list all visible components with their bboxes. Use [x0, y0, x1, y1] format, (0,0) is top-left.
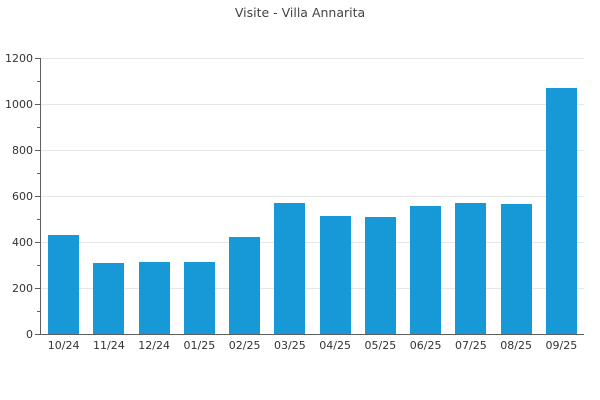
bar-10-24[interactable]: [48, 235, 80, 334]
x-tick-label: 11/24: [93, 339, 125, 352]
y-tick-label: 200: [12, 281, 33, 295]
x-tick-label: 06/25: [409, 339, 442, 352]
y-tick-label: 1000: [5, 97, 33, 111]
y-axis-major-tick: [35, 57, 40, 59]
y-axis-minor-tick: [37, 310, 40, 312]
y-axis-major-tick: [35, 241, 40, 243]
bar-02-25[interactable]: [229, 237, 261, 334]
x-tick-label: 01/25: [183, 339, 216, 352]
bar-11-24[interactable]: [93, 262, 125, 334]
bar-05-25[interactable]: [364, 216, 396, 334]
y-tick-label: 400: [12, 235, 33, 249]
x-tick-label: 03/25: [274, 339, 306, 352]
x-tick-label: 07/25: [455, 339, 487, 352]
x-tick-label: 05/25: [364, 339, 397, 352]
y-axis-minor-tick: [37, 80, 40, 82]
x-tick-label: 09/25: [545, 339, 578, 352]
y-axis-minor-tick: [37, 172, 40, 174]
x-tick-label: 08/25: [500, 339, 532, 352]
gridline: [41, 287, 584, 289]
y-axis-major-tick: [35, 103, 40, 105]
y-axis-minor-tick: [37, 218, 40, 220]
bar-04-25[interactable]: [319, 215, 351, 334]
y-axis-major-tick: [35, 195, 40, 197]
y-tick-label: 0: [26, 327, 33, 341]
x-tick-label: 02/25: [228, 339, 261, 352]
x-tick-label: 10/24: [47, 339, 80, 352]
bar-03-25[interactable]: [274, 202, 306, 334]
gridline: [41, 195, 584, 197]
y-tick-label: 1200: [5, 51, 33, 65]
y-axis-major-tick: [35, 333, 40, 335]
y-axis-minor-tick: [37, 264, 40, 266]
bar-08-25[interactable]: [500, 204, 532, 334]
chart-title: Visite - Villa Annarita: [234, 5, 366, 20]
y-tick-label: 600: [12, 189, 33, 203]
x-tick-label: 12/24: [138, 339, 170, 352]
bar-01-25[interactable]: [183, 261, 215, 334]
gridline: [41, 103, 584, 105]
y-tick-label: 800: [12, 143, 33, 157]
bar-09-25[interactable]: [545, 87, 577, 334]
bar-06-25[interactable]: [410, 206, 442, 334]
gridline: [41, 149, 584, 151]
gridline: [41, 57, 584, 59]
y-axis-major-tick: [35, 149, 40, 151]
y-axis-minor-tick: [37, 126, 40, 128]
y-axis-major-tick: [35, 287, 40, 289]
gridline: [41, 241, 584, 243]
x-tick-label: 04/25: [319, 339, 351, 352]
bar-12-24[interactable]: [138, 261, 170, 334]
plot-area: 0 200 400 600 800 1000 1200 10/24 11/24 12/24 01/2…: [5, 53, 584, 351]
bar-07-25[interactable]: [455, 202, 487, 334]
